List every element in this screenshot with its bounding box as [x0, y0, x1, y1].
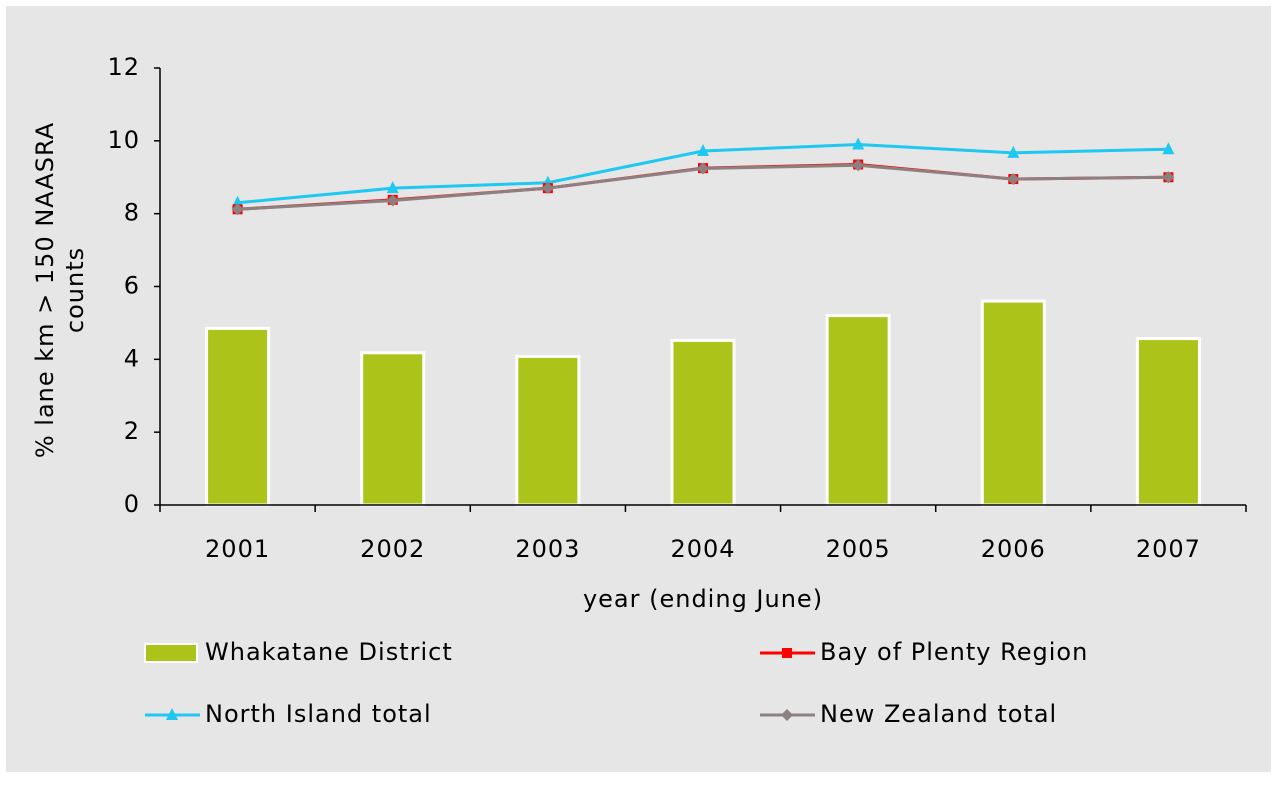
bar	[205, 326, 271, 507]
y-tick-label: 4	[124, 344, 140, 372]
marker	[782, 648, 792, 658]
marker	[697, 162, 709, 175]
bar	[825, 314, 891, 507]
x-tick-label: 2006	[981, 535, 1046, 563]
legend-swatch	[144, 643, 198, 663]
marker	[166, 708, 178, 720]
bar	[980, 299, 1046, 507]
legend-item: Bay of Plenty Region	[760, 638, 1088, 666]
x-tick-label: 2005	[826, 535, 891, 563]
legend-item: Whakatane District	[144, 638, 453, 666]
x-tick-label: 2002	[360, 535, 425, 563]
marker	[1162, 171, 1175, 184]
y-tick-label: 8	[124, 199, 140, 227]
x-tick-label: 2001	[205, 535, 270, 563]
legend-item: New Zealand total	[760, 700, 1057, 728]
legend-label: New Zealand total	[820, 700, 1057, 728]
marker	[697, 144, 709, 157]
y-tick-label: 2	[124, 417, 140, 445]
y-tick-label: 0	[124, 490, 140, 518]
x-tick-label: 2004	[670, 535, 735, 563]
x-tick-label: 2007	[1136, 535, 1201, 563]
y-axis-label: % lane km > 150 NAASRA counts	[31, 121, 89, 459]
marker	[541, 182, 554, 195]
legend-label: Whakatane District	[205, 638, 453, 666]
y-tick-label: 10	[107, 126, 140, 154]
y-tick-label: 6	[124, 272, 140, 300]
marker	[852, 159, 865, 172]
legend-label: Bay of Plenty Region	[820, 638, 1088, 666]
bar	[670, 338, 736, 507]
marker	[1162, 142, 1175, 155]
bar	[1135, 337, 1201, 507]
y-tick-label: 12	[107, 53, 140, 81]
marker	[781, 709, 793, 721]
marker	[1007, 173, 1020, 186]
marker	[852, 137, 865, 150]
marker	[231, 203, 244, 216]
marker	[386, 181, 399, 194]
bar	[360, 351, 426, 507]
marker	[386, 194, 399, 207]
legend-label: North Island total	[205, 700, 432, 728]
x-axis-label: year (ending June)	[583, 585, 823, 613]
bar	[515, 354, 581, 507]
marker	[1007, 145, 1020, 158]
x-tick-label: 2003	[515, 535, 580, 563]
legend-item: North Island total	[145, 700, 432, 728]
